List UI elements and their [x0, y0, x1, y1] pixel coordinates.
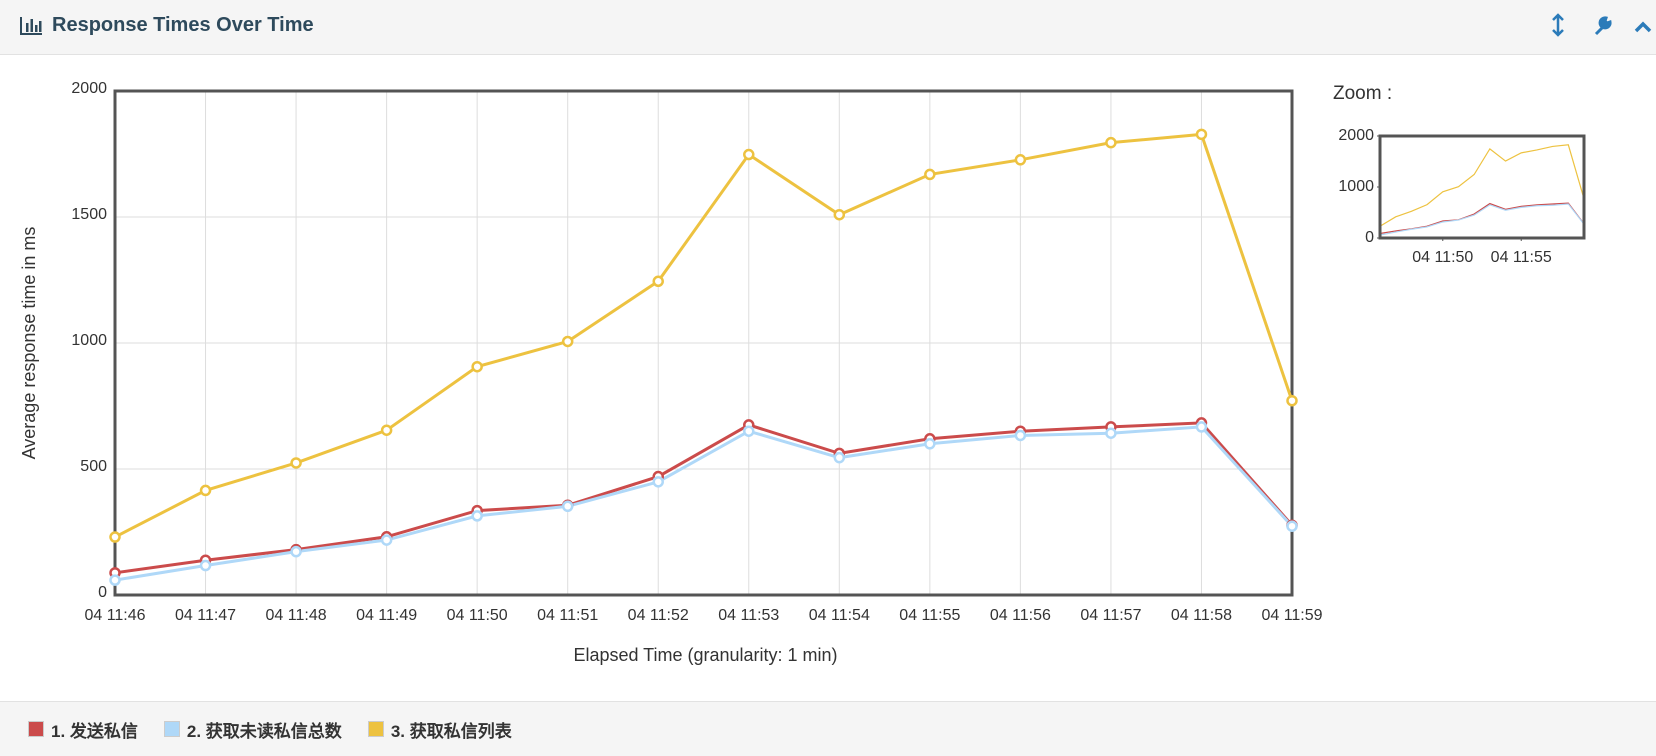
header-title: Response Times Over Time: [52, 14, 314, 36]
series-line: [114, 132, 1294, 539]
legend-label: 2. 获取未读私信总数: [186, 721, 342, 741]
x-tick-label: 04 11:50: [447, 607, 508, 624]
zoom-title: Zoom :: [1333, 83, 1392, 104]
zoom-line: [1379, 144, 1585, 227]
data-point: [471, 360, 483, 373]
y-tick-label: 1000: [71, 332, 107, 349]
data-point: [380, 534, 393, 546]
data-point: [1286, 520, 1298, 532]
series-line: [114, 421, 1294, 575]
data-point: [833, 208, 846, 221]
data-point: [109, 574, 121, 586]
legend-label: 1. 发送私信: [51, 721, 138, 741]
zoom-x-tick-label: 04 11:50: [1412, 249, 1473, 266]
data-point: [471, 510, 483, 522]
settings-button[interactable]: [1594, 16, 1612, 36]
zoom-y-tick-label: 1000: [1338, 178, 1374, 195]
data-point: [1105, 427, 1117, 439]
data-point: [380, 424, 393, 436]
data-point: [1286, 394, 1298, 407]
data-point: [561, 335, 574, 348]
legend-swatch: [28, 721, 44, 737]
plot-frame: [113, 89, 1294, 597]
data-point: [924, 168, 936, 181]
header: Response Times Over Time: [0, 0, 1656, 55]
x-tick-label: 04 11:56: [990, 607, 1051, 624]
x-tick-label: 04 11:57: [1080, 607, 1141, 624]
data-point: [290, 457, 302, 469]
data-point: [199, 559, 212, 572]
data-point: [561, 500, 574, 513]
legend-item[interactable]: 1. 发送私信: [28, 717, 138, 742]
x-tick-label: 04 11:46: [84, 607, 145, 624]
x-tick-label: 04 11:51: [537, 607, 598, 624]
header-tools: [1552, 13, 1652, 37]
data-point: [1105, 136, 1117, 149]
y-tick-label: 500: [80, 458, 107, 475]
legend-item[interactable]: 3. 获取私信列表: [367, 717, 512, 742]
y-axis-title: Average response time in ms: [19, 227, 39, 460]
zoom-frame: [1378, 134, 1586, 240]
zoom-y-tick-label: 0: [1365, 229, 1374, 246]
data-point: [743, 425, 755, 437]
x-axis-title: Elapsed Time (granularity: 1 min): [573, 645, 837, 665]
legend-item[interactable]: 2. 获取未读私信总数: [163, 717, 342, 742]
legend-label: 3. 获取私信列表: [390, 721, 512, 741]
collapse-button[interactable]: [1634, 21, 1652, 33]
data-point: [290, 545, 302, 558]
data-point: [924, 438, 936, 450]
data-point: [109, 531, 121, 543]
legend: 1. 发送私信 2. 获取未读私信总数 3. 获取私信列表: [0, 701, 1656, 756]
x-tick-label: 04 11:54: [809, 607, 870, 624]
legend-swatch: [163, 721, 180, 737]
x-tick-label: 04 11:49: [356, 607, 417, 624]
data-point: [652, 476, 664, 488]
x-tick-label: 04 11:47: [175, 607, 236, 624]
data-point: [1014, 429, 1027, 442]
resize-button[interactable]: [1552, 13, 1564, 37]
x-tick-label: 04 11:58: [1171, 607, 1232, 624]
data-point: [199, 484, 212, 497]
chart-icon: [20, 17, 42, 35]
data-point: [1195, 128, 1208, 141]
y-tick-label: 2000: [71, 80, 107, 97]
data-point: [652, 275, 664, 288]
x-tick-label: 04 11:52: [628, 607, 689, 624]
series-line: [114, 425, 1294, 582]
chart: 04 11:46 04 11:47 04 11:48 04 11:49 04 11:50…: [19, 80, 1586, 665]
y-tick-label: 1500: [71, 206, 107, 223]
legend-swatch: [367, 721, 384, 737]
y-tick-label: 0: [98, 584, 107, 601]
zoom-line: [1379, 203, 1585, 236]
data-point: [1014, 154, 1027, 166]
x-tick-label: 04 11:53: [718, 607, 779, 624]
zoom-x-tick-label: 04 11:55: [1491, 249, 1552, 266]
data-point: [1195, 421, 1208, 433]
x-tick-label: 04 11:48: [266, 607, 327, 624]
data-point: [833, 451, 846, 464]
x-tick-label: 04 11:55: [899, 607, 960, 624]
x-tick-label: 04 11:59: [1261, 607, 1322, 624]
zoom-y-tick-label: 2000: [1338, 127, 1374, 144]
data-point: [743, 148, 755, 161]
